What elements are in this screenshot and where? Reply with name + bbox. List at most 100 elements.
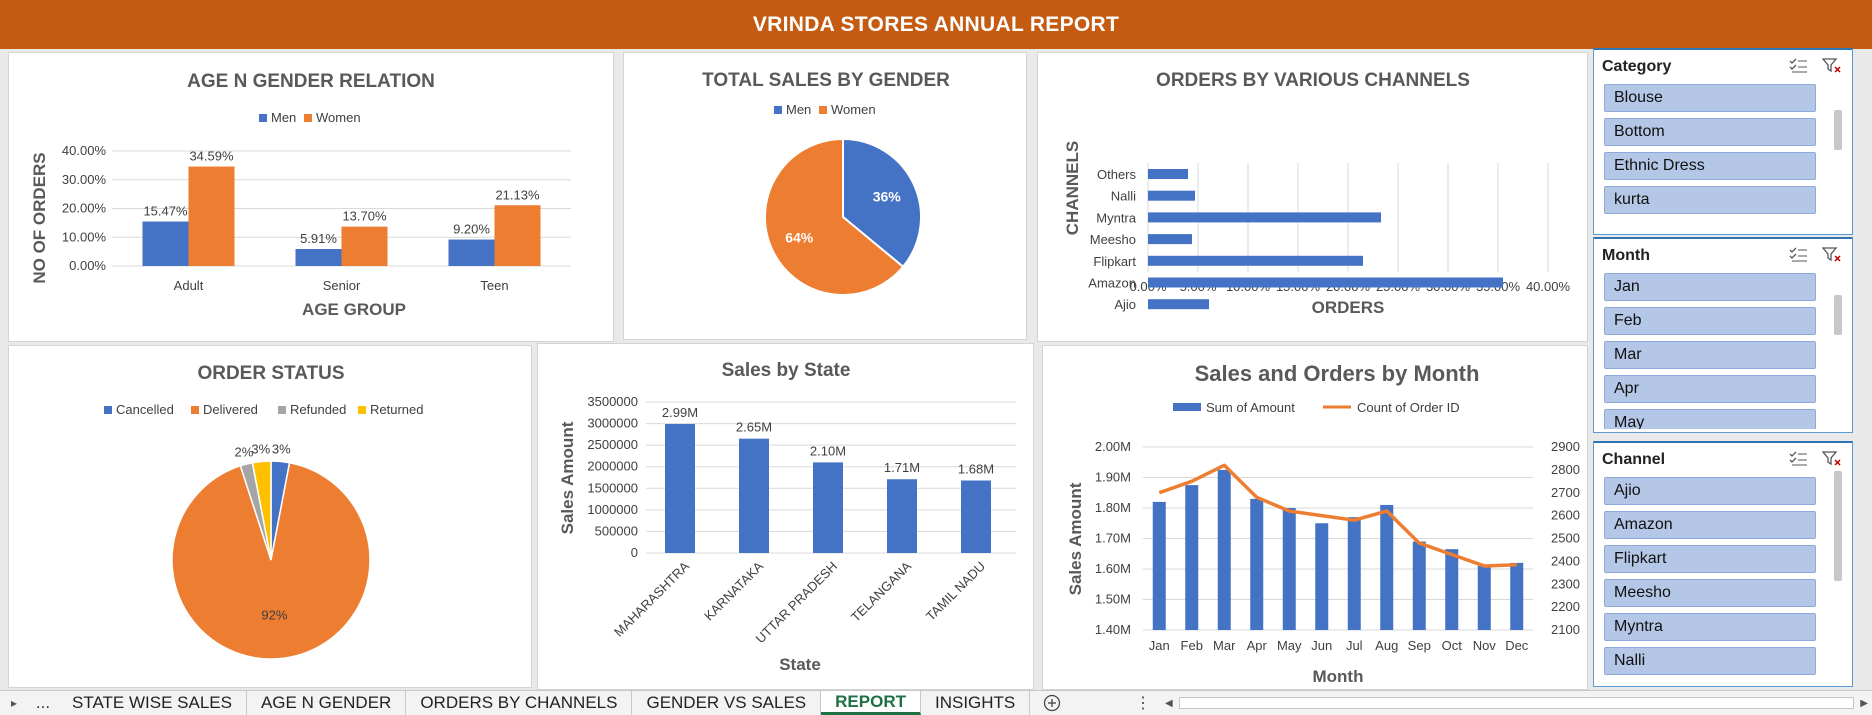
y2-tick-label: 2900 [1551, 439, 1580, 454]
y-tick-label: 500000 [595, 523, 638, 538]
sheet-tab-bar: ▸ ... STATE WISE SALES AGE N GENDER ORDERS… [0, 690, 1872, 715]
data-label: 34.59% [189, 149, 234, 164]
slicer-item-meesho[interactable]: Meesho [1604, 579, 1816, 607]
slicer-item-jan[interactable]: Jan [1604, 273, 1816, 301]
bar-oct [1445, 549, 1459, 630]
legend-swatch [304, 114, 312, 122]
y-tick-label: 0.00% [69, 258, 106, 273]
slicer-item-blouse[interactable]: Blouse [1604, 84, 1816, 112]
slicer-scrollbar[interactable] [1834, 110, 1842, 150]
legend-swatch [191, 406, 199, 414]
chart-title: Sales and Orders by Month [1195, 361, 1480, 386]
bar-uttar-pradesh [813, 462, 843, 553]
chart-sales-by-gender[interactable]: TOTAL SALES BY GENDER Men Women 36% 64% [623, 52, 1027, 340]
multi-select-icon[interactable] [1788, 57, 1808, 75]
chart-sales-orders-by-month[interactable]: Sales and Orders by Month Sum of Amount Co… [1042, 345, 1588, 690]
y-tick-label: Meesho [1090, 232, 1136, 247]
clear-filter-icon[interactable] [1822, 246, 1842, 264]
slicer-item-ajio[interactable]: Ajio [1604, 477, 1816, 505]
slicer-item-kurta[interactable]: kurta [1604, 186, 1816, 214]
tab-state-wise-sales[interactable]: STATE WISE SALES [58, 691, 247, 715]
slicer-item-nalli[interactable]: Nalli [1604, 647, 1816, 675]
slicer-month[interactable]: Month Jan Feb Mar Apr May [1593, 237, 1853, 433]
bar-maharashtra [665, 424, 695, 553]
data-label: 1.68M [958, 462, 994, 477]
tab-insights[interactable]: INSIGHTS [921, 691, 1031, 715]
bar-meesho [1148, 234, 1192, 245]
slicer-header: Category [1594, 50, 1852, 84]
bar-men-senior [295, 249, 342, 266]
slicer-scrollbar[interactable] [1834, 471, 1842, 581]
y-tick-label: 1.80M [1095, 500, 1131, 515]
line-count-of-order-id [1158, 463, 1517, 568]
slicer-channel[interactable]: Channel Ajio Amazon Flipkart Meesho Myntra Na… [1593, 441, 1853, 687]
pie-slice-men [842, 137, 922, 269]
data-label: 1.71M [884, 460, 920, 475]
tab-more-button[interactable]: ... [35, 693, 51, 712]
legend-swatch [774, 106, 782, 114]
tab-age-n-gender[interactable]: AGE N GENDER [247, 691, 407, 715]
bar-women-senior [341, 226, 388, 266]
chart-order-status[interactable]: ORDER STATUS Cancelled Delivered Refunded Re… [8, 345, 532, 688]
bar-mar [1217, 469, 1231, 630]
bar-amazon [1148, 277, 1503, 288]
scroll-left-icon[interactable]: ◀ [1165, 697, 1173, 709]
tab-orders-by-channels[interactable]: ORDERS BY CHANNELS [406, 691, 633, 715]
legend-label: Delivered [203, 402, 258, 417]
y-tick-label: 10.00% [62, 229, 107, 244]
data-label: 15.47% [143, 204, 188, 219]
x-tick-label: Jan [1149, 638, 1170, 653]
data-label: 2.10M [810, 443, 846, 458]
tab-gender-vs-sales[interactable]: GENDER VS SALES [632, 691, 822, 715]
add-sheet-button[interactable] [1030, 691, 1074, 715]
pie-label: 3% [251, 441, 270, 456]
slicer-item-amazon[interactable]: Amazon [1604, 511, 1816, 539]
slicer-item-apr[interactable]: Apr [1604, 375, 1816, 403]
pie-label: 64% [785, 230, 814, 246]
clear-filter-icon[interactable] [1822, 450, 1842, 468]
chart-age-gender[interactable]: AGE N GENDER RELATION Men Women 0.00% 10.00%… [8, 52, 614, 342]
slicer-item-bottom[interactable]: Bottom [1604, 118, 1816, 146]
slicer-title: Month [1602, 247, 1650, 264]
multi-select-icon[interactable] [1788, 246, 1808, 264]
clear-filter-icon[interactable] [1822, 57, 1842, 75]
y-tick-label: 2000000 [587, 459, 638, 474]
y-tick-label: Flipkart [1093, 254, 1136, 269]
slicer-category[interactable]: Category Blouse Bottom Ethnic Dress kurta [1593, 48, 1853, 235]
horizontal-scrollbar[interactable]: ⋮ ◀ ▶ [1135, 695, 1872, 712]
chart-orders-by-channel[interactable]: ORDERS BY VARIOUS CHANNELS0.00%5.00%10.0… [1037, 52, 1588, 342]
x-tick-label: Jun [1311, 638, 1332, 653]
x-axis-title: ORDERS [1312, 298, 1385, 317]
slicer-item-ethnic-dress[interactable]: Ethnic Dress [1604, 152, 1816, 180]
x-tick-label: Sep [1408, 638, 1431, 653]
bar-apr [1250, 498, 1264, 630]
pie-label: 2% [234, 444, 253, 459]
x-tick-label: Oct [1442, 638, 1463, 653]
vertical-dots-icon: ⋮ [1135, 695, 1151, 712]
slicer-item-myntra[interactable]: Myntra [1604, 613, 1816, 641]
legend-label: Refunded [290, 402, 346, 417]
tab-scroll-arrow[interactable]: ▸ [10, 696, 18, 710]
chart-sales-by-state[interactable]: Sales by State 0 500000 1000000 1500000 20000… [537, 343, 1034, 690]
scroll-right-icon[interactable]: ▶ [1860, 697, 1868, 709]
y-tick-label: 1.40M [1095, 622, 1131, 637]
slicer-scrollbar[interactable] [1834, 295, 1842, 335]
legend-label: Returned [370, 402, 423, 417]
chart-title: AGE N GENDER RELATION [187, 71, 435, 92]
chart-title: ORDERS BY VARIOUS CHANNELS [1156, 70, 1470, 91]
data-label: 21.13% [495, 187, 540, 202]
tab-report[interactable]: REPORT [821, 691, 921, 715]
slicer-item-may[interactable]: May [1604, 409, 1816, 429]
bar-tamil-nadu [961, 480, 991, 553]
multi-select-icon[interactable] [1788, 450, 1808, 468]
y-tick-label: 1.70M [1095, 531, 1131, 546]
plus-circle-icon [1044, 694, 1061, 712]
scrollbar-track[interactable] [1178, 697, 1855, 709]
slicer-header: Channel [1594, 443, 1852, 477]
slicer-item-flipkart[interactable]: Flipkart [1604, 545, 1816, 573]
y-tick-label: 2500000 [587, 437, 638, 452]
slicer-item-feb[interactable]: Feb [1604, 307, 1816, 335]
bar-jul [1347, 517, 1361, 630]
pie-label: 92% [261, 607, 287, 622]
slicer-item-mar[interactable]: Mar [1604, 341, 1816, 369]
